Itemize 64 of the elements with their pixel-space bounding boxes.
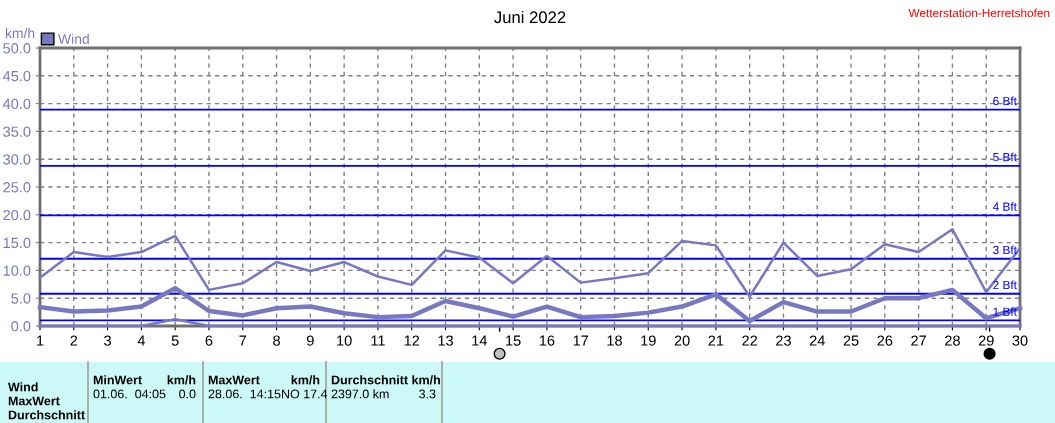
text: Durchschnitt km/h — [331, 375, 440, 385]
x-tick-label: 17 — [573, 335, 589, 346]
y-tick-label: 40.0 — [2, 98, 31, 110]
text: 2397.0 km — [331, 389, 389, 399]
x-tick-label: 20 — [674, 335, 690, 346]
x-tick-label: 18 — [607, 335, 622, 346]
x-tick-label: 14 — [472, 335, 487, 346]
text: MaxWert — [8, 396, 60, 406]
ref-line-label: 2 Bft — [993, 280, 1017, 290]
x-tick-label: 4 — [137, 335, 146, 346]
ref-line-label: 5 Bft — [993, 152, 1017, 162]
text: Wetterstation-Herretshofen — [908, 8, 1050, 18]
text: Durchschnitt — [8, 410, 85, 420]
x-tick-label: 8 — [273, 335, 280, 346]
x-tick-label: 21 — [708, 335, 724, 346]
x-tick-label: 2 — [70, 335, 78, 346]
chart-title: Juni 2022 — [494, 10, 566, 24]
y-tick-label: 10.0 — [3, 265, 31, 276]
y-tick-label: 45.0 — [2, 70, 31, 82]
text: km/h — [291, 375, 320, 385]
text: 3.3 — [419, 389, 436, 399]
text: km/h — [167, 375, 196, 385]
x-tick-label: 30 — [1012, 335, 1028, 346]
x-tick-label: 11 — [371, 335, 385, 346]
line-series — [38, 228, 1022, 298]
x-tick-label: 1 — [37, 335, 44, 346]
y-tick-label: 15.0 — [3, 237, 31, 249]
text: MaxWert — [208, 375, 260, 385]
y-tick-label: 5.0 — [11, 293, 31, 304]
y-tick-label: 35.0 — [3, 126, 31, 137]
y-tick-label: 25.0 — [3, 182, 31, 193]
text: Wind — [8, 382, 38, 392]
x-tick-label: 29 — [978, 335, 994, 346]
legend-label: Wind — [58, 33, 89, 44]
x-tick-label: 27 — [911, 335, 926, 346]
x-tick-label: 23 — [776, 335, 791, 346]
ref-line-label: 6 Bft — [993, 96, 1017, 106]
x-tick-label: 13 — [438, 335, 453, 346]
y-tick-label: 50.0 — [3, 43, 31, 54]
y-axis-title: km/h — [5, 27, 35, 39]
x-tick-label: 10 — [337, 335, 352, 346]
ref-line-label: 3 Bft — [993, 245, 1017, 255]
text: 28.06. 14:15NO 17.4 — [208, 389, 328, 399]
x-tick-label: 9 — [306, 335, 314, 346]
x-tick-label: 19 — [641, 335, 656, 346]
x-tick-label: 5 — [171, 335, 179, 346]
x-tick-label: 6 — [205, 335, 213, 346]
text: 0.0 — [179, 389, 196, 399]
y-tick-label: 20.0 — [3, 209, 31, 221]
ref-line-label: 4 Bft — [992, 202, 1017, 211]
x-tick-label: 12 — [404, 335, 420, 346]
text: 01.06. 04:05 — [93, 389, 166, 399]
y-tick-label: 0.0 — [11, 321, 31, 332]
x-tick-label: 22 — [742, 335, 758, 346]
x-tick-label: 7 — [239, 335, 247, 346]
x-tick-label: 25 — [843, 335, 859, 346]
x-tick-label: 3 — [104, 335, 111, 346]
y-tick-label: 30.0 — [3, 154, 31, 165]
x-tick-label: 24 — [809, 335, 825, 346]
x-tick-label: 16 — [539, 335, 555, 346]
x-tick-label: 15 — [506, 335, 521, 346]
x-tick-label: 28 — [945, 335, 960, 346]
text: MinWert — [93, 375, 142, 385]
x-tick-label: 26 — [877, 335, 893, 346]
